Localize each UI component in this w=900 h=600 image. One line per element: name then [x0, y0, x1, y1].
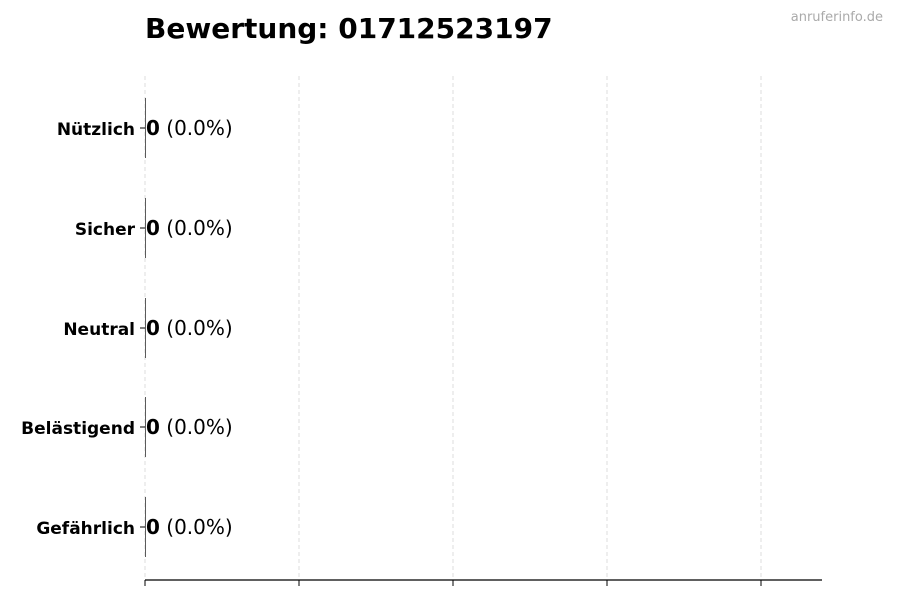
category-label: Sicher: [75, 220, 136, 240]
percent: (0.0%): [160, 316, 233, 340]
percent: (0.0%): [160, 415, 233, 439]
value: 0: [146, 515, 160, 539]
bar: [145, 98, 146, 158]
bar: [145, 497, 146, 557]
value: 0: [146, 415, 160, 439]
bar: [145, 298, 146, 358]
category-label: Neutral: [63, 320, 135, 340]
data-label: 0 (0.0%): [146, 116, 233, 140]
percent: (0.0%): [160, 515, 233, 539]
category-label: Belästigend: [21, 419, 135, 439]
percent: (0.0%): [160, 116, 233, 140]
value: 0: [146, 216, 160, 240]
data-label: 0 (0.0%): [146, 316, 233, 340]
data-label: 0 (0.0%): [146, 415, 233, 439]
watermark: anruferinfo.de: [790, 10, 883, 25]
data-label: 0 (0.0%): [146, 216, 233, 240]
chart-title: Bewertung: 01712523197: [145, 12, 553, 45]
value: 0: [146, 116, 160, 140]
data-label: 0 (0.0%): [146, 515, 233, 539]
category-label: Nützlich: [57, 120, 135, 140]
percent: (0.0%): [160, 216, 233, 240]
category-label: Gefährlich: [36, 519, 135, 539]
bar: [145, 397, 146, 457]
value: 0: [146, 316, 160, 340]
bar: [145, 198, 146, 258]
